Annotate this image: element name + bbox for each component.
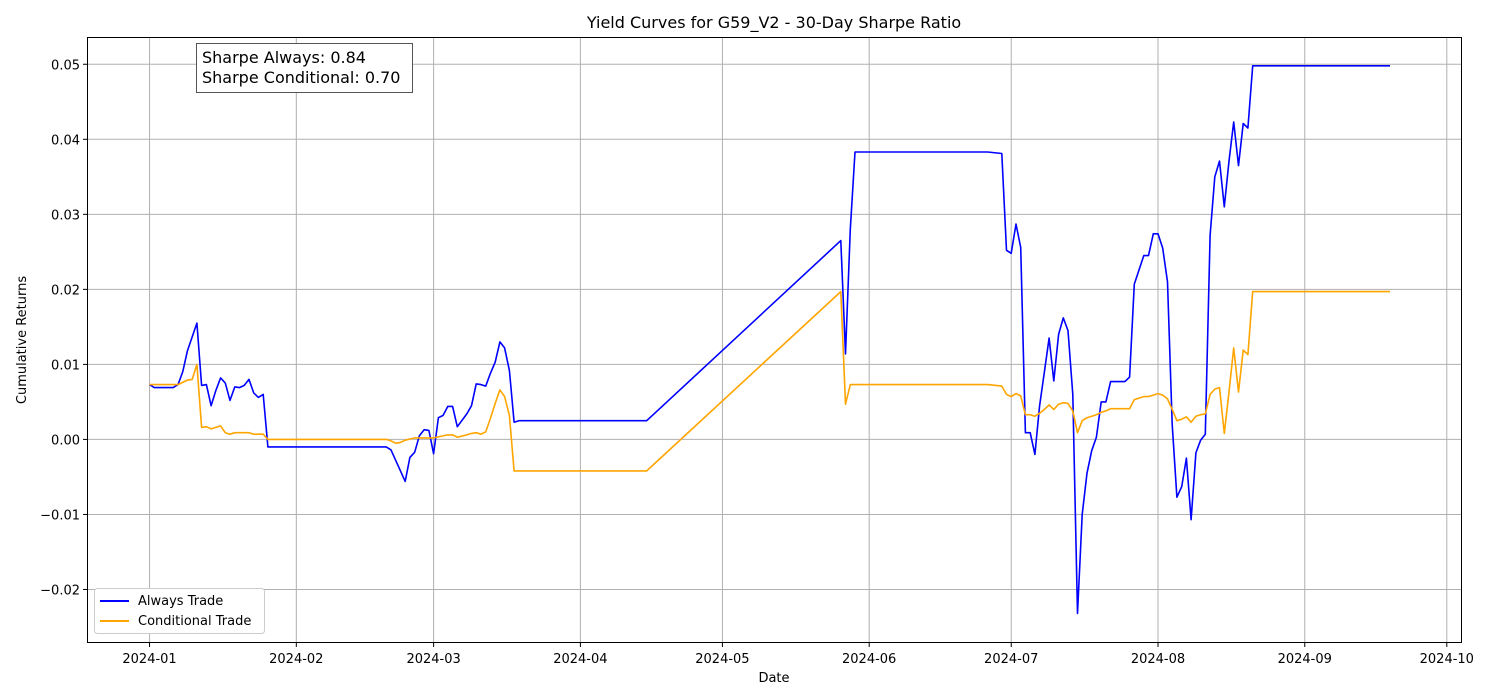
legend-label-always: Always Trade: [138, 594, 223, 609]
x-tick-label: 2024-10: [1420, 652, 1474, 667]
x-tick-label: 2024-03: [406, 652, 460, 667]
plot-frame: [87, 37, 1462, 643]
x-tick-label: 2024-04: [553, 652, 607, 667]
y-tick-label: −0.02: [40, 583, 80, 598]
x-tick-label: 2024-01: [122, 652, 176, 667]
y-axis-label: Cumulative Returns: [15, 276, 30, 404]
x-tick-label: 2024-05: [695, 652, 749, 667]
x-axis-ticks: 2024-01 2024-02 2024-03 2024-04 2024-05 2024-…: [122, 642, 1474, 667]
sharpe-conditional-text: Sharpe Conditional: 0.70: [202, 68, 400, 87]
chart-title: Yield Curves for G59_V2 - 30-Day Sharpe …: [586, 13, 961, 33]
grid: [88, 38, 1461, 642]
y-tick-label: 0.03: [51, 208, 80, 223]
x-tick-label: 2024-02: [269, 652, 323, 667]
series-lines: [149, 65, 1390, 615]
y-tick-label: 0.05: [51, 58, 80, 73]
annotation-box: [196, 43, 413, 93]
sharpe-always-text: Sharpe Always: 0.84: [202, 48, 366, 67]
series-line-always-trade: [149, 65, 1390, 615]
x-tick-label: 2024-09: [1278, 652, 1332, 667]
series-line-conditional-trade: [149, 290, 1390, 472]
sharpe-annotation: Sharpe Always: 0.84 Sharpe Conditional: …: [196, 43, 413, 93]
x-tick-label: 2024-08: [1131, 652, 1185, 667]
y-tick-label: 0.04: [51, 133, 80, 148]
x-tick-label: 2024-06: [842, 652, 896, 667]
legend-box: [94, 588, 265, 634]
y-tick-label: 0.02: [51, 283, 80, 298]
legend-label-conditional: Conditional Trade: [138, 614, 251, 629]
x-tick-label: 2024-07: [984, 652, 1038, 667]
y-tick-label: 0.00: [51, 433, 80, 448]
legend: Always Trade Conditional Trade: [94, 588, 265, 634]
y-axis-ticks: −0.02 −0.01 0.00 0.01 0.02 0.03 0.04 0.05: [40, 58, 88, 598]
y-tick-label: 0.01: [51, 358, 80, 373]
y-tick-label: −0.01: [40, 508, 80, 523]
x-axis-label: Date: [758, 671, 789, 686]
